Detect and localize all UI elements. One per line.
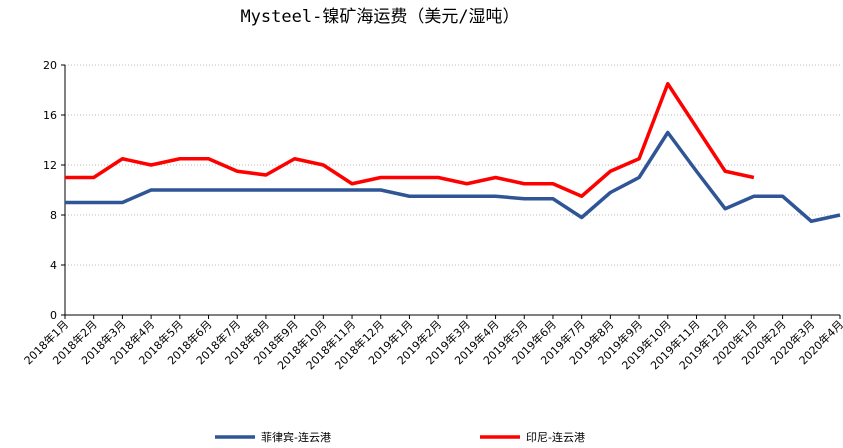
y-tick-label: 0 [50, 309, 57, 322]
y-tick-label: 20 [43, 59, 57, 72]
chart-title: Mysteel-镍矿海运费（美元/湿吨） [240, 7, 519, 27]
y-tick-label: 16 [43, 109, 57, 122]
series-line [65, 130, 841, 223]
y-tick-label: 12 [43, 159, 57, 172]
legend-label: 印尼-连云港 [526, 431, 585, 444]
legend-label: 菲律宾-连云港 [261, 430, 331, 444]
y-tick-label: 4 [50, 259, 57, 272]
y-tick-label: 8 [50, 209, 57, 222]
series-line [65, 82, 755, 198]
